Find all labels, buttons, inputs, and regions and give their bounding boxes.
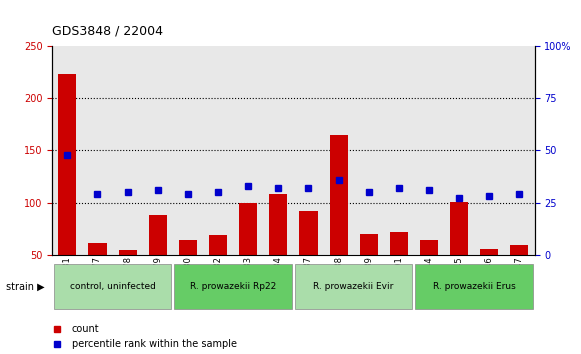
FancyBboxPatch shape bbox=[174, 264, 292, 309]
Bar bbox=[209, 235, 227, 307]
Text: control, uninfected: control, uninfected bbox=[70, 282, 156, 291]
Text: count: count bbox=[71, 324, 99, 334]
Bar bbox=[510, 245, 529, 307]
Bar bbox=[329, 135, 347, 307]
FancyBboxPatch shape bbox=[54, 264, 171, 309]
Bar bbox=[119, 250, 137, 307]
Text: GDS3848 / 22004: GDS3848 / 22004 bbox=[52, 25, 163, 38]
Text: R. prowazekii Erus: R. prowazekii Erus bbox=[433, 282, 515, 291]
Bar bbox=[420, 240, 438, 307]
Text: R. prowazekii Rp22: R. prowazekii Rp22 bbox=[190, 282, 276, 291]
FancyBboxPatch shape bbox=[295, 264, 413, 309]
Bar bbox=[299, 211, 317, 307]
Text: strain ▶: strain ▶ bbox=[6, 282, 44, 292]
Text: percentile rank within the sample: percentile rank within the sample bbox=[71, 339, 236, 349]
Bar bbox=[179, 240, 197, 307]
Bar bbox=[480, 249, 498, 307]
Bar bbox=[360, 234, 378, 307]
FancyBboxPatch shape bbox=[415, 264, 533, 309]
Bar bbox=[239, 202, 257, 307]
Text: R. prowazekii Evir: R. prowazekii Evir bbox=[314, 282, 394, 291]
Bar bbox=[390, 232, 408, 307]
Bar bbox=[270, 194, 288, 307]
Bar bbox=[58, 74, 77, 307]
Bar bbox=[88, 244, 106, 307]
Bar bbox=[450, 202, 468, 307]
Bar bbox=[149, 215, 167, 307]
